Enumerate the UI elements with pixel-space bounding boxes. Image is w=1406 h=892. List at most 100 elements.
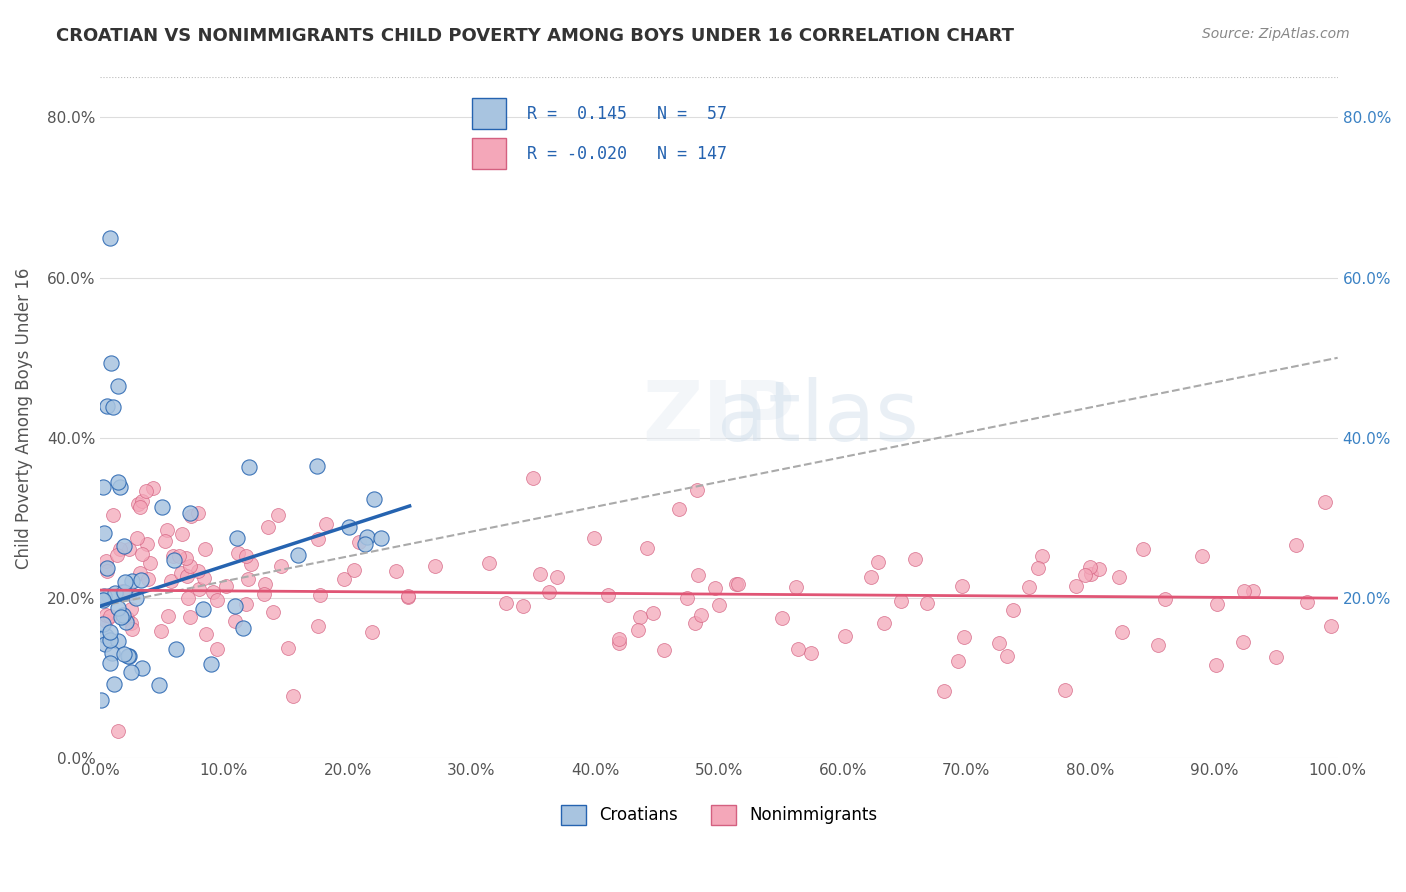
Nonimmigrants <box>950 579 973 593</box>
Nonimmigrants <box>1108 569 1130 583</box>
Nonimmigrants <box>349 535 371 549</box>
Nonimmigrants <box>256 519 278 533</box>
Croatians <box>101 646 124 660</box>
Croatians <box>101 401 124 415</box>
Nonimmigrants <box>224 614 246 628</box>
Croatians <box>108 480 131 494</box>
Nonimmigrants <box>529 567 551 582</box>
Croatians <box>91 592 114 607</box>
Nonimmigrants <box>360 625 382 640</box>
Nonimmigrants <box>890 594 912 608</box>
Nonimmigrants <box>770 611 793 625</box>
Nonimmigrants <box>193 570 215 584</box>
Nonimmigrants <box>676 591 699 606</box>
Croatians <box>96 399 118 413</box>
Nonimmigrants <box>139 556 162 570</box>
Croatians <box>100 356 122 370</box>
Nonimmigrants <box>307 618 329 632</box>
Nonimmigrants <box>668 501 690 516</box>
Nonimmigrants <box>179 610 201 624</box>
Croatians <box>107 634 129 648</box>
Croatians <box>150 500 173 515</box>
Nonimmigrants <box>522 471 544 485</box>
Nonimmigrants <box>1320 619 1343 633</box>
Text: Source: ZipAtlas.com: Source: ZipAtlas.com <box>1202 27 1350 41</box>
Croatians <box>363 491 385 506</box>
Nonimmigrants <box>538 585 561 599</box>
Croatians <box>287 548 309 562</box>
Nonimmigrants <box>953 630 976 644</box>
Nonimmigrants <box>96 614 118 628</box>
Nonimmigrants <box>266 508 288 522</box>
Croatians <box>121 574 143 589</box>
Nonimmigrants <box>179 558 201 573</box>
Nonimmigrants <box>153 533 176 548</box>
Croatians <box>110 610 132 624</box>
Nonimmigrants <box>167 549 190 563</box>
Text: R =  0.145   N =  57: R = 0.145 N = 57 <box>527 105 727 123</box>
Nonimmigrants <box>235 549 257 564</box>
Nonimmigrants <box>1205 597 1227 611</box>
Nonimmigrants <box>1132 541 1154 556</box>
Nonimmigrants <box>1018 580 1040 594</box>
Nonimmigrants <box>215 579 238 593</box>
Nonimmigrants <box>207 593 229 607</box>
Nonimmigrants <box>150 624 173 638</box>
Nonimmigrants <box>262 605 284 619</box>
Nonimmigrants <box>1147 638 1170 652</box>
Nonimmigrants <box>205 642 228 657</box>
Nonimmigrants <box>136 537 159 551</box>
Nonimmigrants <box>652 642 675 657</box>
Croatians <box>225 531 247 545</box>
Nonimmigrants <box>254 576 277 591</box>
Croatians <box>115 615 138 629</box>
Nonimmigrants <box>309 588 332 602</box>
Nonimmigrants <box>270 559 292 574</box>
Nonimmigrants <box>396 589 419 603</box>
Nonimmigrants <box>127 497 149 511</box>
Nonimmigrants <box>868 555 890 569</box>
Nonimmigrants <box>686 483 709 497</box>
Nonimmigrants <box>1064 579 1087 593</box>
Nonimmigrants <box>1205 657 1227 672</box>
Croatians <box>107 601 129 615</box>
Nonimmigrants <box>727 577 749 591</box>
Text: CROATIAN VS NONIMMIGRANTS CHILD POVERTY AMONG BOYS UNDER 16 CORRELATION CHART: CROATIAN VS NONIMMIGRANTS CHILD POVERTY … <box>56 27 1014 45</box>
Nonimmigrants <box>495 596 517 610</box>
Croatians <box>337 519 360 533</box>
Nonimmigrants <box>118 586 141 600</box>
Nonimmigrants <box>195 627 218 641</box>
Nonimmigrants <box>1080 566 1102 581</box>
Y-axis label: Child Poverty Among Boys Under 16: Child Poverty Among Boys Under 16 <box>15 268 32 568</box>
FancyBboxPatch shape <box>472 98 506 129</box>
Nonimmigrants <box>1111 624 1133 639</box>
Croatians <box>112 647 135 661</box>
Croatians <box>90 693 112 707</box>
Croatians <box>104 585 127 599</box>
Croatians <box>112 539 135 553</box>
Nonimmigrants <box>786 642 808 657</box>
Nonimmigrants <box>425 558 447 573</box>
Nonimmigrants <box>707 598 730 612</box>
Croatians <box>117 649 139 664</box>
Nonimmigrants <box>315 517 337 532</box>
Nonimmigrants <box>1026 561 1049 575</box>
Croatians <box>120 665 142 679</box>
Croatians <box>98 230 121 244</box>
Nonimmigrants <box>1243 584 1265 599</box>
Croatians <box>191 602 214 616</box>
Nonimmigrants <box>136 573 159 587</box>
Nonimmigrants <box>860 570 883 584</box>
Croatians <box>103 677 125 691</box>
Nonimmigrants <box>385 564 408 578</box>
Croatians <box>129 573 152 587</box>
Nonimmigrants <box>607 632 630 647</box>
Nonimmigrants <box>187 506 209 520</box>
Nonimmigrants <box>1153 591 1175 606</box>
Croatians <box>224 599 246 614</box>
Nonimmigrants <box>131 547 153 561</box>
Nonimmigrants <box>101 508 124 523</box>
Nonimmigrants <box>194 542 217 557</box>
Croatians <box>124 591 146 605</box>
Nonimmigrants <box>107 724 129 739</box>
